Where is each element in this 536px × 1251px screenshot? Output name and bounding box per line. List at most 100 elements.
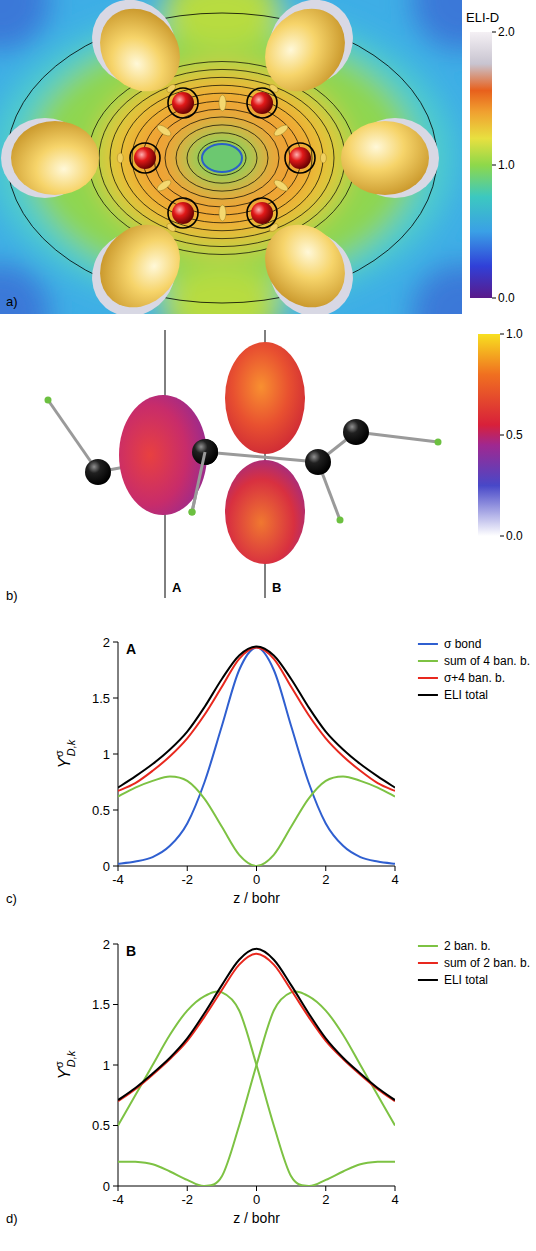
x-tick (118, 866, 119, 871)
bond-attractor (272, 178, 289, 193)
field-zone (0, 0, 50, 50)
legend-swatch (418, 979, 438, 981)
protonated-basin (249, 209, 362, 314)
field-zone (0, 264, 50, 314)
basin-b-lower (225, 460, 305, 564)
legend-label: sum of 2 ban. b. (444, 956, 530, 970)
line-series (118, 648, 395, 864)
line-series (118, 992, 395, 1186)
legend: 2 ban. b.sum of 2 ban. b.ELI total (418, 939, 530, 987)
carbon-core (172, 92, 194, 114)
x-tick (187, 866, 188, 871)
panel-label: d) (6, 1211, 18, 1226)
colorbar-tick (500, 334, 504, 335)
y-tick-label: 0 (103, 1179, 110, 1194)
panel-a (0, 0, 462, 314)
carbon-core (251, 92, 273, 114)
y-tick (113, 1125, 118, 1126)
attractor (165, 222, 177, 233)
line-series (118, 648, 395, 791)
x-tick (325, 1186, 326, 1191)
bond-attractor (219, 95, 226, 111)
legend-swatch (418, 945, 438, 947)
colorbar-tick (500, 435, 504, 436)
legend-label: σ bond (444, 637, 481, 651)
panel-label: a) (6, 294, 18, 309)
x-axis-title: z / bohr (233, 890, 280, 906)
carbon (305, 449, 331, 475)
legend-label: 2 ban. b. (444, 939, 491, 953)
protonated-basin (84, 0, 197, 107)
plot-area (118, 949, 395, 1186)
contour (143, 101, 301, 215)
y-axis-title: ϒσD,k (53, 739, 77, 768)
carbon-core (251, 202, 273, 224)
line-series (118, 646, 395, 787)
y-tick (113, 1004, 118, 1005)
legend-label: ELI total (444, 688, 488, 702)
legend-swatch (418, 677, 438, 679)
x-tick (395, 866, 396, 871)
core-contour (285, 143, 315, 173)
attractor (165, 83, 177, 94)
contour (154, 109, 290, 207)
bond-attractor (272, 123, 289, 138)
carbon-core (134, 147, 156, 169)
y-axis-superscript: σ (53, 750, 65, 757)
contour (198, 141, 246, 176)
x-tick (187, 1186, 188, 1191)
contour (99, 69, 345, 246)
hydrogen (45, 397, 52, 404)
protonated-basin (249, 0, 362, 107)
center-basin (202, 144, 242, 172)
chart-line: 2 ban. b.sum of 2 ban. b.ELI total-4-202… (6, 937, 530, 1227)
y-tick (113, 698, 118, 699)
axis-label: A (172, 580, 182, 595)
plot-area (118, 646, 395, 866)
contour (7, 13, 437, 303)
core-contour (168, 198, 198, 228)
y-axis-subscript: D,k (65, 739, 77, 756)
carbon (343, 419, 369, 445)
contour (176, 125, 268, 191)
line-series (118, 949, 395, 1100)
x-tick-label: -4 (112, 872, 124, 887)
stick (192, 452, 205, 512)
x-tick (395, 1186, 396, 1191)
axis-label: B (272, 580, 281, 595)
map-field (0, 0, 462, 314)
field-zone (182, 128, 262, 188)
colorbar-tick (500, 536, 504, 537)
legend-label: sum of 4 ban. b. (444, 654, 530, 668)
contour (165, 117, 279, 199)
y-axis-superscript: σ (53, 1061, 65, 1068)
core-contour (247, 88, 277, 118)
y-tick (113, 866, 118, 867)
y-tick-label: 0 (103, 859, 110, 874)
protonated-basin (11, 121, 99, 195)
y-tick-label: 1 (103, 1058, 110, 1073)
line-series (118, 954, 395, 1102)
y-tick-label: 1.5 (92, 997, 110, 1012)
attractor (320, 153, 326, 163)
x-tick-label: -4 (112, 1192, 124, 1207)
y-tick-label: 2 (103, 635, 110, 650)
field-zone (97, 66, 347, 250)
y-tick-label: 1.5 (92, 691, 110, 706)
x-tick-label: 4 (391, 1192, 398, 1207)
protonated-basin (341, 121, 429, 195)
y-tick-label: 2 (103, 937, 110, 952)
x-tick-label: 0 (253, 1192, 260, 1207)
x-tick-label: 2 (322, 1192, 329, 1207)
core-contour (247, 198, 277, 228)
hydrogen (189, 509, 196, 516)
legend: σ bondsum of 4 ban. b.σ+4 ban. b.ELI tot… (418, 637, 530, 702)
x-tick-label: 2 (322, 872, 329, 887)
stick (48, 400, 98, 472)
y-tick-label: 0.5 (92, 1118, 110, 1133)
figure: a)0.01.02.0ELI-DABb)0.00.51.0σ bondsum o… (0, 0, 536, 1251)
x-tick-label: 0 (253, 872, 260, 887)
bond-attractor (219, 205, 226, 221)
x-tick (256, 866, 257, 871)
chart-title: B (126, 943, 136, 959)
